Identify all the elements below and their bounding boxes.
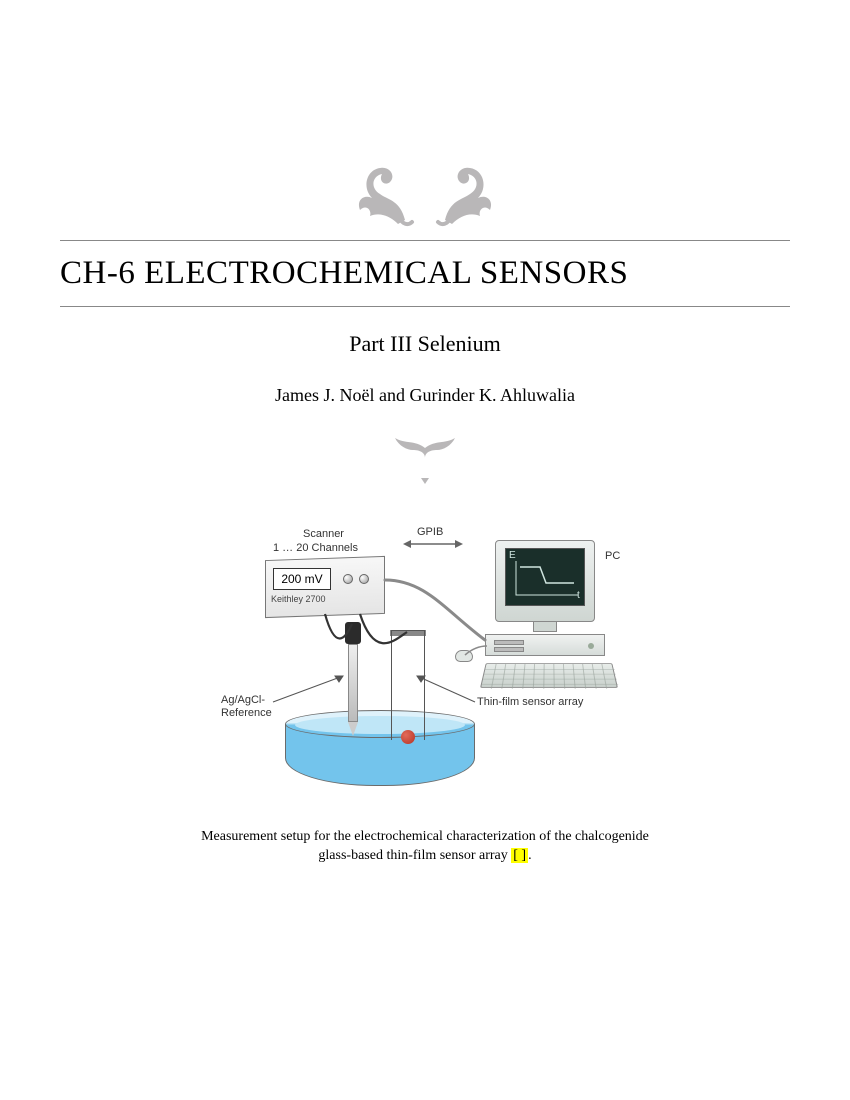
ornament-top	[60, 160, 790, 230]
flourish-right-icon	[430, 160, 500, 230]
subtitle: Part III Selenium	[60, 331, 790, 357]
chapter-title: CH-6 ELECTROCHEMICAL SENSORS	[60, 255, 790, 292]
flourish-center-icon	[385, 428, 465, 484]
caption-line-1: Measurement setup for the electrochemica…	[201, 829, 649, 844]
figure-overlay	[185, 490, 665, 810]
caption-reference-highlight: [ ]	[511, 848, 528, 863]
figure-caption: Measurement setup for the electrochemica…	[125, 828, 725, 866]
caption-line-2b: .	[528, 848, 532, 863]
title-block: CH-6 ELECTROCHEMICAL SENSORS	[60, 240, 790, 307]
ornament-mid	[60, 428, 790, 484]
caption-line-2a: glass-based thin-film sensor array	[318, 848, 511, 863]
measurement-setup-figure: Scanner 1 … 20 Channels GPIB PC Ag/AgCl-…	[185, 490, 665, 810]
flourish-left-icon	[350, 160, 420, 230]
authors: James J. Noël and Gurinder K. Ahluwalia	[60, 385, 790, 406]
